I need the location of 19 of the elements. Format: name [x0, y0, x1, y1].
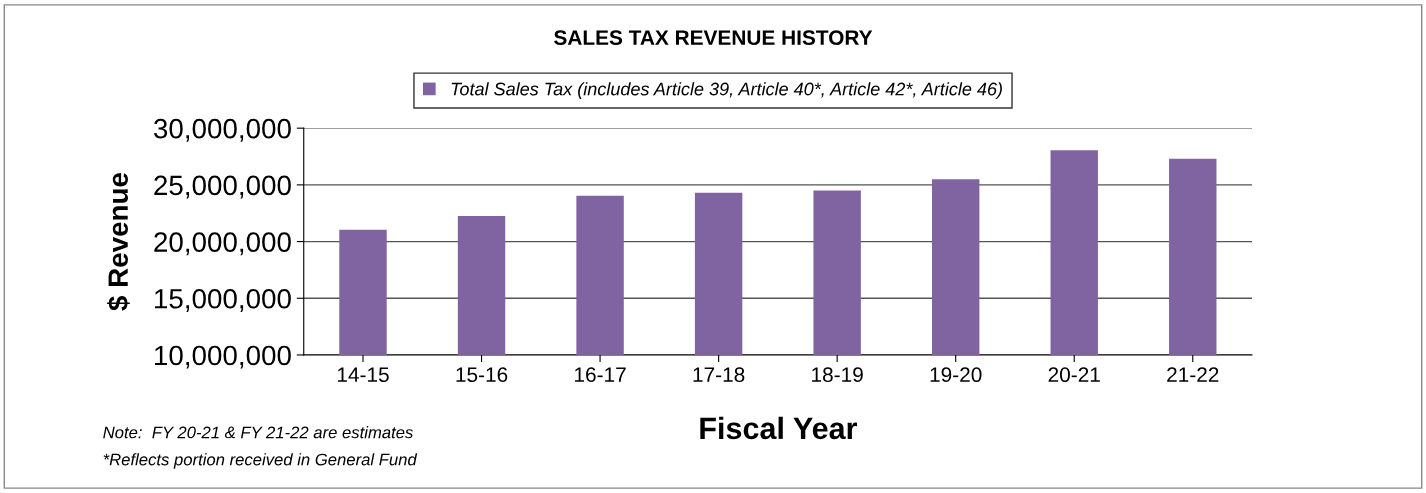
x-tick-label: 16-17 [575, 367, 626, 383]
y-tick-label: 15,000,000 [155, 288, 291, 312]
chart-title: SALES TAX REVENUE HISTORY [554, 30, 873, 46]
x-tick-label: 17-18 [693, 367, 745, 383]
x-tick-label: 14-15 [337, 367, 389, 383]
y-tick-label: 30,000,000 [153, 118, 291, 142]
x-tick-label: 19-20 [930, 367, 982, 383]
x-tick-label: 21-22 [1167, 367, 1219, 382]
y-axis-title: $ Revenue [107, 173, 130, 311]
y-tick-label: 25,000,000 [154, 175, 291, 199]
legend-label: Total Sales Tax (includes Article 39, Article 40*, Article 42*, Article 46) [451, 82, 1002, 99]
y-tick-label: 10,000,000 [155, 345, 291, 369]
x-tick-label: 15-16 [456, 367, 508, 383]
x-tick-label: 20-21 [1048, 367, 1100, 383]
x-tick-label: 18-19 [812, 367, 863, 383]
y-tick-label: 20,000,000 [154, 232, 291, 256]
x-axis-title: Fiscal Year [700, 416, 857, 440]
text: *Reflects portion received in General Fund [103, 453, 418, 469]
text: Note: FY 20-21 & FY 21-22 are estimates [103, 426, 413, 439]
